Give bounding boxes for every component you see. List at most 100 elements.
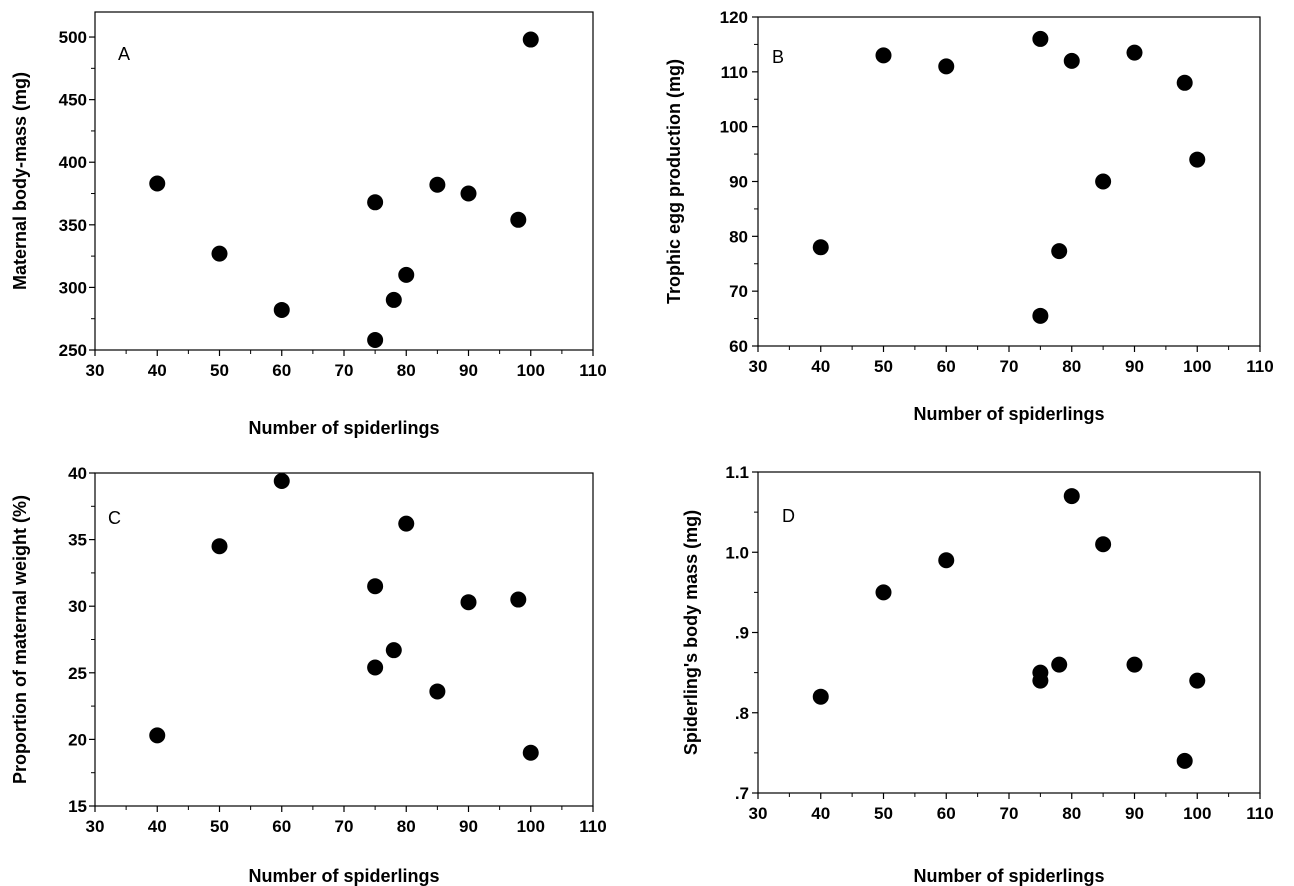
data-point [1032, 30, 1049, 47]
y-tick-label: 110 [721, 63, 748, 82]
data-point [1095, 536, 1112, 553]
data-point [1189, 151, 1206, 168]
x-tick-label: 110 [1246, 357, 1273, 376]
data-point [273, 472, 290, 489]
x-tick-label: 90 [459, 361, 478, 380]
x-tick-label: 40 [148, 817, 167, 836]
y-tick-label: 35 [68, 531, 87, 550]
y-tick-label: 120 [720, 8, 748, 27]
x-tick-label: 30 [86, 817, 105, 836]
x-tick-label: 30 [749, 357, 768, 376]
y-tick-label: 90 [729, 173, 748, 192]
x-axis-title: Number of spiderlings [913, 404, 1104, 424]
x-axis-title: Number of spiderlings [248, 866, 439, 886]
x-tick-label: 80 [397, 361, 416, 380]
data-point [367, 331, 384, 348]
scatter-panel: 30 40 50 60 70 80 90 100 110 60 70 80 90 100 110 120 Num… [664, 8, 1274, 424]
data-point [367, 659, 384, 676]
y-tick-label: 300 [59, 278, 87, 297]
x-tick-label: 60 [937, 357, 956, 376]
data-point [812, 688, 829, 705]
y-tick-label: 250 [59, 341, 87, 360]
x-tick-label: 60 [937, 804, 956, 823]
plot-frame [94, 11, 594, 351]
x-tick-label: 70 [335, 361, 354, 380]
data-point [385, 291, 402, 308]
scatter-panel: 30 40 50 60 70 80 90 100 110 250 300 350 400 450 500 Nu… [10, 11, 607, 438]
x-tick-label: 110 [1246, 804, 1273, 823]
x-tick-label: 60 [272, 817, 291, 836]
x-tick-label: 100 [517, 361, 545, 380]
y-axis-title: Maternal body-mass (mg) [10, 72, 30, 290]
y-tick-label: 500 [59, 28, 87, 47]
x-tick-label: 100 [1183, 357, 1211, 376]
y-tick-label: 80 [729, 227, 748, 246]
scatter-panel: 30 40 50 60 70 80 90 100 110 15 20 25 30 35 40 Number o… [10, 464, 607, 886]
x-tick-label: 100 [1183, 804, 1211, 823]
x-tick-label: 40 [811, 804, 830, 823]
x-tick-label: 30 [86, 361, 105, 380]
y-tick-label: 1.1 [725, 463, 749, 482]
x-tick-label: 100 [517, 817, 545, 836]
data-point [510, 211, 527, 228]
data-point [522, 31, 539, 48]
data-point [149, 727, 166, 744]
y-tick-label: 400 [59, 153, 87, 172]
data-point [1063, 488, 1080, 505]
scatter-panel: 30 40 50 60 70 80 90 100 110 .7 .8 .9 1.0 1.1 Number o… [681, 463, 1274, 886]
y-tick-label: 100 [720, 118, 748, 137]
data-point [367, 194, 384, 211]
y-tick-label: 350 [59, 216, 87, 235]
data-point [812, 239, 829, 256]
y-axis-title: Spiderling's body mass (mg) [681, 510, 701, 755]
y-axis-title: Trophic egg production (mg) [664, 59, 684, 304]
data-point [1051, 656, 1068, 673]
panel-letter: A [118, 44, 130, 64]
data-point [1032, 672, 1049, 689]
x-tick-label: 80 [1062, 804, 1081, 823]
data-point [429, 176, 446, 193]
data-point [522, 744, 539, 761]
x-tick-label: 70 [1000, 804, 1019, 823]
data-point [429, 683, 446, 700]
y-tick-label: 1.0 [725, 543, 749, 562]
y-tick-label: 40 [68, 464, 87, 483]
x-tick-label: 110 [579, 817, 606, 836]
x-tick-label: 70 [335, 817, 354, 836]
data-point [1095, 173, 1112, 190]
y-axis-title: Proportion of maternal weight (%) [10, 495, 30, 784]
panel-letter: C [108, 508, 121, 528]
data-point [510, 591, 527, 608]
data-point [1126, 656, 1143, 673]
data-point [1051, 243, 1068, 260]
data-point [1176, 752, 1193, 769]
data-point [1032, 307, 1049, 324]
data-point [938, 58, 955, 75]
x-tick-label: 50 [210, 817, 229, 836]
data-point [460, 185, 477, 202]
data-point [367, 578, 384, 595]
x-tick-label: 80 [397, 817, 416, 836]
y-tick-label: 15 [68, 797, 87, 816]
data-point [273, 301, 290, 318]
y-tick-label: 70 [729, 282, 748, 301]
y-tick-label: .8 [735, 704, 749, 723]
x-tick-label: 110 [579, 361, 606, 380]
data-point [398, 515, 415, 532]
data-point [938, 552, 955, 569]
data-point [460, 594, 477, 611]
panel-letter: B [772, 47, 784, 67]
data-point [149, 175, 166, 192]
plot-frame [757, 16, 1261, 347]
panel-letter: D [782, 506, 795, 526]
data-point [1176, 74, 1193, 91]
y-tick-label: .7 [735, 784, 749, 803]
y-tick-label: 20 [68, 730, 87, 749]
x-tick-label: 30 [749, 804, 768, 823]
x-tick-label: 90 [1125, 804, 1144, 823]
data-point [1189, 672, 1206, 689]
x-tick-label: 40 [148, 361, 167, 380]
x-tick-label: 40 [811, 357, 830, 376]
x-axis-title: Number of spiderlings [913, 866, 1104, 886]
